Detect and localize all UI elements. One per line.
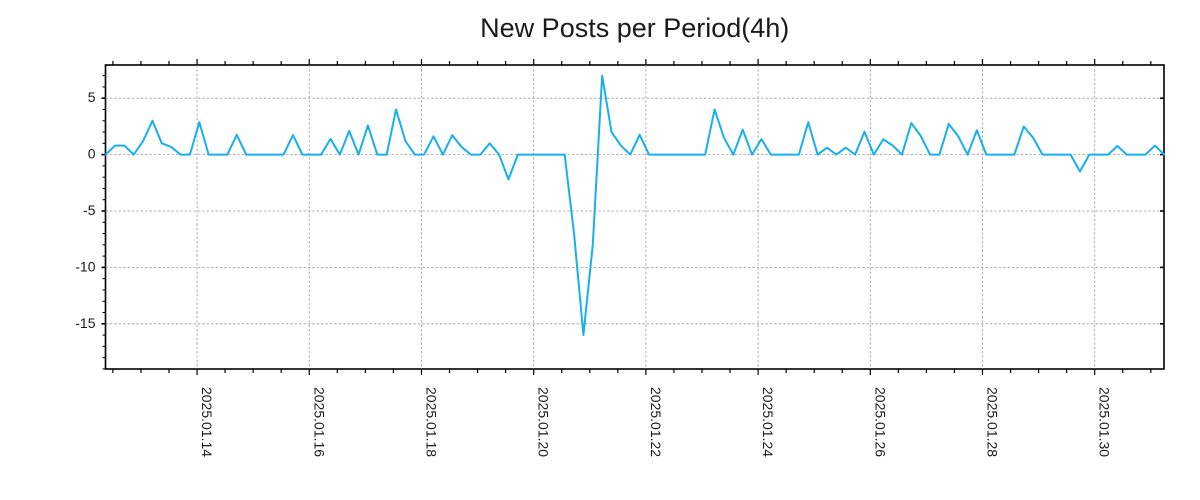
svg-text:2025.01.24: 2025.01.24 xyxy=(760,387,776,457)
svg-text:-15: -15 xyxy=(75,315,95,331)
svg-text:2025.01.26: 2025.01.26 xyxy=(872,387,888,457)
svg-text:2025.01.20: 2025.01.20 xyxy=(536,387,552,457)
svg-text:2025.01.18: 2025.01.18 xyxy=(423,387,439,457)
svg-text:-10: -10 xyxy=(75,258,95,274)
svg-text:5: 5 xyxy=(88,89,96,105)
svg-text:2025.01.14: 2025.01.14 xyxy=(199,387,215,457)
svg-text:2025.01.22: 2025.01.22 xyxy=(648,387,664,457)
svg-text:2025.01.28: 2025.01.28 xyxy=(984,387,1000,457)
svg-text:2025.01.30: 2025.01.30 xyxy=(1097,387,1113,457)
svg-text:2025.01.16: 2025.01.16 xyxy=(311,387,327,457)
svg-text:-5: -5 xyxy=(83,202,96,218)
svg-text:0: 0 xyxy=(88,146,96,162)
